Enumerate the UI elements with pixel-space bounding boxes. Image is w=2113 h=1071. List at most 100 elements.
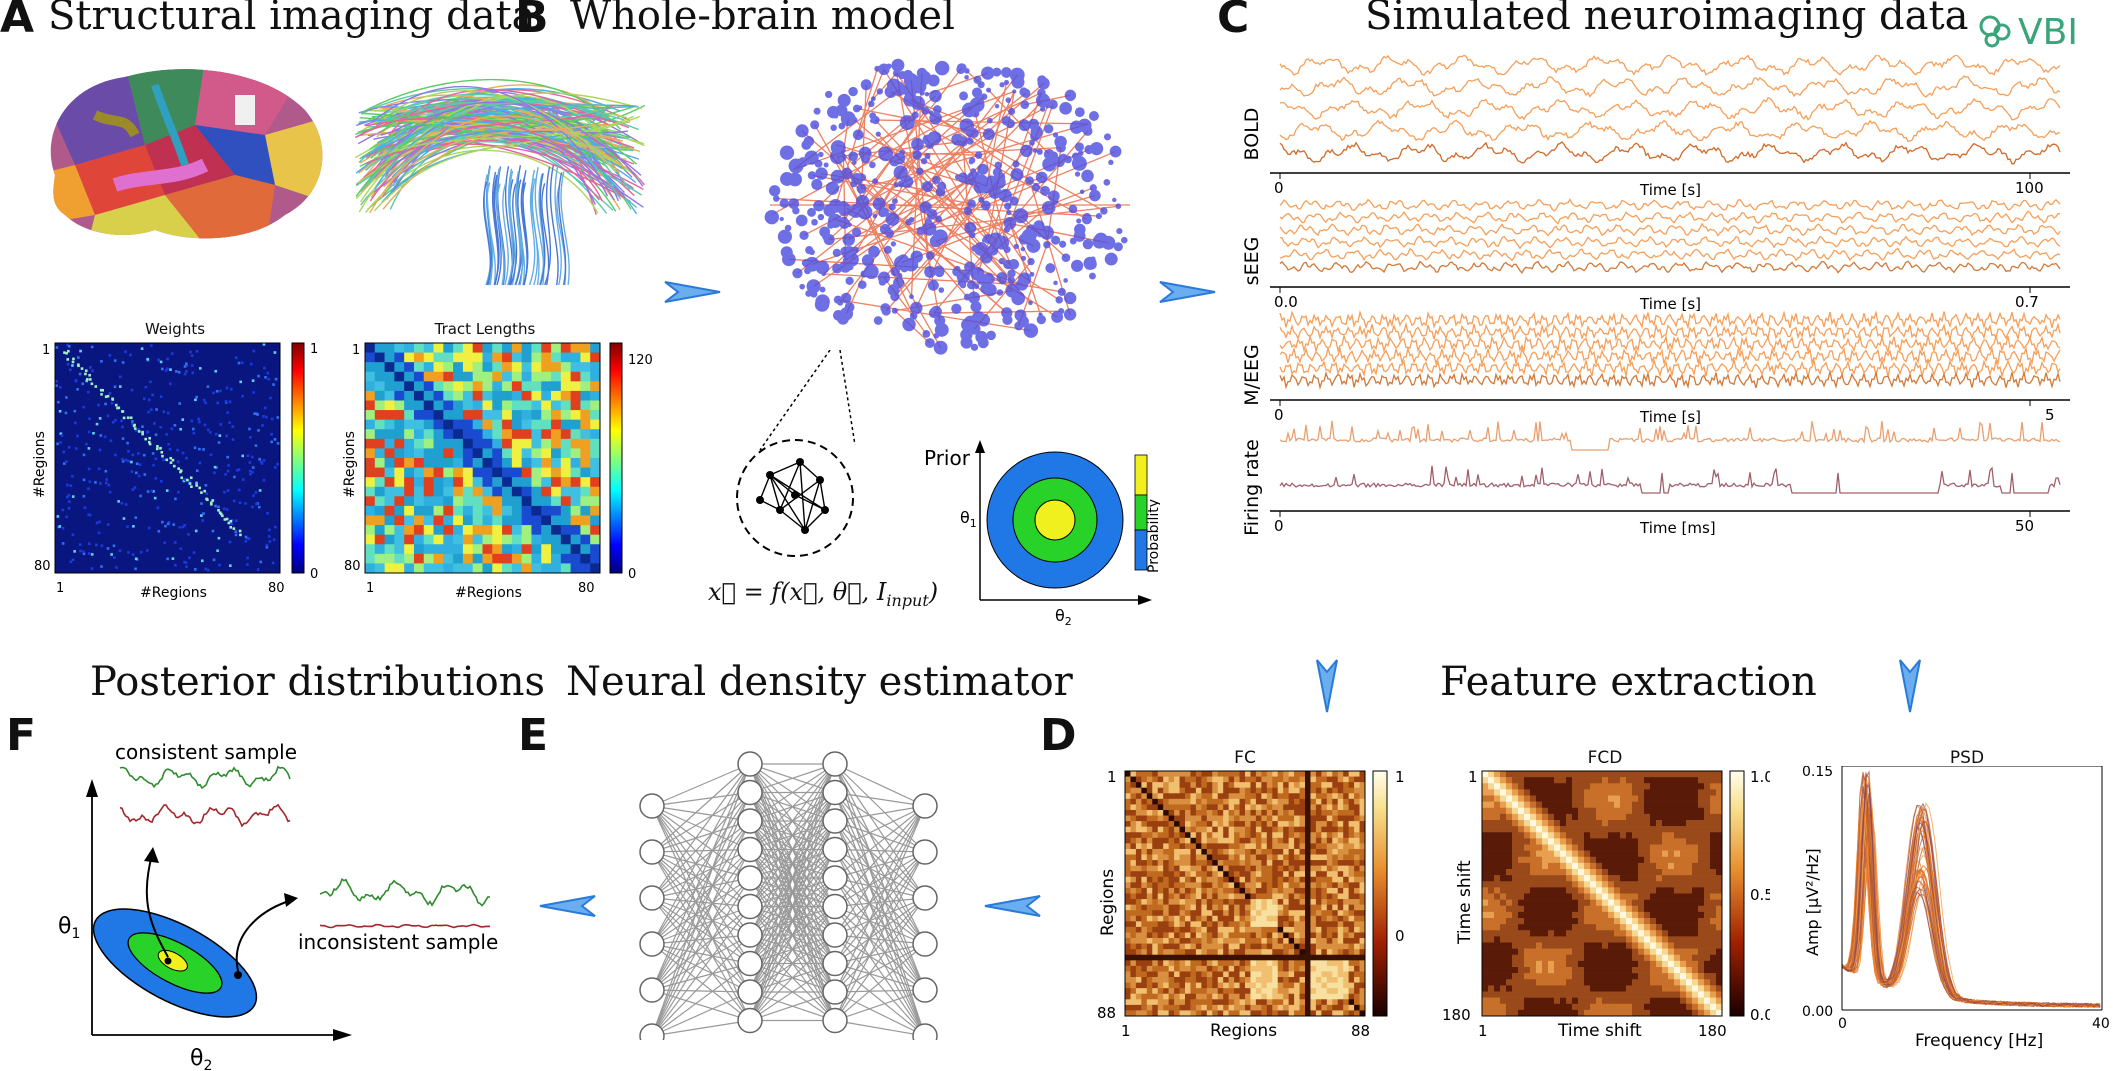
fc-cell: [1294, 960, 1300, 967]
fc-cell: [1135, 921, 1142, 928]
fc-cell: [1228, 865, 1235, 872]
fc-cell: [1234, 938, 1240, 944]
fc-cell: [1283, 971, 1289, 978]
fcd-cell: [1584, 893, 1591, 900]
fc-cell: [1217, 926, 1224, 933]
panel-a-title: Structural imaging data: [48, 0, 536, 39]
fcd-cell: [1620, 881, 1627, 888]
tract-cell: [394, 467, 405, 478]
fcd-cell: [1506, 856, 1513, 864]
fc-cell: [1305, 882, 1311, 889]
fcd-cell: [1554, 826, 1561, 833]
fc-cell: [1315, 893, 1322, 900]
fcd-cell: [1614, 826, 1621, 833]
fc-cell: [1321, 787, 1328, 794]
fc-cell: [1283, 843, 1289, 850]
tract-cell: [365, 410, 376, 420]
fc-cell: [1201, 971, 1208, 978]
fcd-cell: [1512, 875, 1519, 882]
fc-cell: [1201, 776, 1208, 783]
region-node: [897, 180, 905, 188]
fc-cell: [1130, 804, 1137, 811]
fcd-cell: [1686, 918, 1693, 925]
fc-cell: [1261, 804, 1268, 811]
fc-cell: [1266, 971, 1273, 978]
fc-cell: [1277, 782, 1284, 789]
weight-cell: [194, 398, 197, 402]
weight-cell: [126, 416, 130, 420]
fcd-cell: [1542, 911, 1549, 919]
weight-cell: [219, 389, 222, 393]
fc-cell: [1283, 865, 1289, 872]
fc-cell: [1266, 926, 1273, 933]
tract-cell: [404, 544, 415, 555]
fcd-cell: [1500, 813, 1507, 821]
fc-cell: [1146, 965, 1153, 972]
fc-cell: [1206, 915, 1213, 922]
region-node: [840, 246, 850, 256]
weight-cell: [84, 369, 88, 373]
fc-cell: [1163, 949, 1169, 956]
fcd-cell: [1686, 862, 1693, 870]
fc-cell: [1141, 910, 1148, 917]
weight-cell: [106, 394, 110, 398]
fc-cell: [1348, 787, 1355, 794]
fc-cell: [1195, 787, 1202, 794]
tract-cell: [384, 390, 395, 401]
fcd-cell: [1488, 789, 1495, 796]
fc-cell: [1310, 804, 1317, 811]
tract-cell: [374, 486, 385, 497]
fc-cell: [1343, 854, 1349, 861]
tract-cell: [443, 458, 454, 468]
fc-cell: [1359, 982, 1366, 989]
weight-cell: [154, 433, 158, 437]
fcd-cell: [1488, 771, 1495, 778]
fc-cell: [1272, 832, 1279, 839]
fcd-cell: [1668, 899, 1675, 907]
tract-cell: [492, 400, 503, 411]
fc-cell: [1277, 776, 1284, 783]
weight-cell: [204, 567, 208, 571]
region-node: [1007, 269, 1016, 278]
fcd-cell: [1512, 930, 1519, 937]
fc-cell: [1283, 915, 1289, 922]
fc-cell: [1195, 960, 1202, 967]
tract-cell: [472, 371, 483, 382]
tract-cell: [413, 486, 425, 497]
prior-cbar-label: Probability: [1146, 499, 1160, 573]
fc-cell: [1250, 832, 1257, 839]
fcd-cell: [1524, 789, 1531, 796]
fcd-cell: [1710, 881, 1717, 888]
weight-cell: [167, 521, 171, 524]
fc-cell: [1185, 971, 1191, 978]
region-node: [1011, 291, 1026, 306]
fc-cell: [1359, 809, 1366, 816]
fc-cell: [1239, 782, 1246, 789]
region-node: [1059, 240, 1067, 248]
fc-cell: [1343, 871, 1349, 878]
fc-cell: [1135, 926, 1142, 933]
weight-cell: [87, 487, 90, 491]
tract-cell: [394, 352, 405, 363]
region-node: [1077, 150, 1084, 157]
region-node: [964, 68, 970, 74]
weight-cell: [228, 540, 232, 544]
tract-cell: [462, 419, 474, 430]
fc-cell: [1163, 798, 1169, 805]
weight-cell: [233, 475, 236, 479]
fcd-cell: [1680, 862, 1687, 870]
fc-cell: [1337, 999, 1344, 1006]
signal-trace: [1279, 97, 2061, 121]
fc-ylabel: Regions: [1098, 869, 1118, 936]
tract-cell: [580, 362, 591, 373]
fc-cell: [1305, 1010, 1311, 1017]
fc-cell: [1228, 926, 1235, 933]
fcd-cell: [1554, 862, 1561, 870]
fc-cell: [1195, 910, 1202, 917]
fcd-cell: [1626, 856, 1633, 864]
fc-cell: [1239, 949, 1246, 956]
fc-cell: [1359, 1010, 1366, 1017]
fc-cell: [1288, 960, 1295, 967]
fcd-cell: [1518, 899, 1525, 907]
weight-cell: [90, 345, 94, 349]
